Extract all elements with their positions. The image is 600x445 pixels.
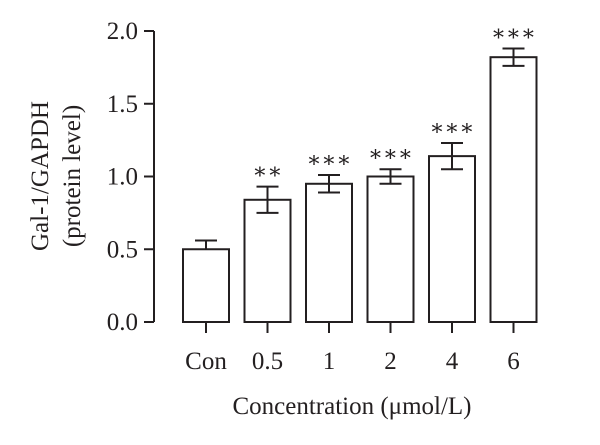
bar [243,198,292,323]
bar [428,155,476,323]
significance-marker: ∗∗∗ [430,115,475,140]
x-tick-label: 6 [507,348,520,375]
y-tick-label: 0.0 [107,309,138,336]
bar [305,182,353,323]
y-tick-label: 0.5 [107,236,138,263]
y-tick-label: 1.0 [107,164,138,191]
bar [182,248,230,323]
x-tick-label: 2 [384,348,397,375]
significance-marker: ∗∗∗ [307,147,352,172]
y-axis-title-line-1: Gal-1/GAPDH [27,101,54,251]
x-tick-label: Con [185,348,227,375]
y-tick-label: 1.5 [107,91,138,118]
x-tick-label: 1 [323,348,336,375]
y-tick-label: 2.0 [107,18,138,45]
x-tick-label: 4 [446,348,459,375]
x-tick-label: 0.5 [252,348,283,375]
bar [366,175,415,323]
bar [489,56,538,323]
significance-marker: ∗∗∗ [368,141,413,166]
x-axis-title: Concentration (μmol/L) [232,393,471,420]
significance-marker: ∗∗ [253,159,283,184]
significance-marker: ∗∗∗ [491,20,536,45]
y-axis-title-line-2: (protein level) [59,105,86,247]
plot-area: 0.0 0.5 1.0 1.5 2.0 Con 0.5 ∗∗ 1 ∗∗∗ 2 ∗∗∗ 4 ∗∗∗ 6 ∗∗∗ [107,18,538,375]
